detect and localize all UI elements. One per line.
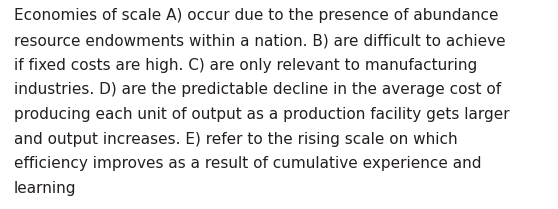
Text: producing each unit of output as a production facility gets larger: producing each unit of output as a produ… [14,107,509,122]
Text: resource endowments within a nation. B) are difficult to achieve: resource endowments within a nation. B) … [14,33,506,48]
Text: learning: learning [14,181,76,196]
Text: efficiency improves as a result of cumulative experience and: efficiency improves as a result of cumul… [14,156,482,171]
Text: Economies of scale A) occur due to the presence of abundance: Economies of scale A) occur due to the p… [14,8,498,23]
Text: and output increases. E) refer to the rising scale on which: and output increases. E) refer to the ri… [14,132,458,147]
Text: industries. D) are the predictable decline in the average cost of: industries. D) are the predictable decli… [14,82,501,97]
Text: if fixed costs are high. C) are only relevant to manufacturing: if fixed costs are high. C) are only rel… [14,58,477,73]
